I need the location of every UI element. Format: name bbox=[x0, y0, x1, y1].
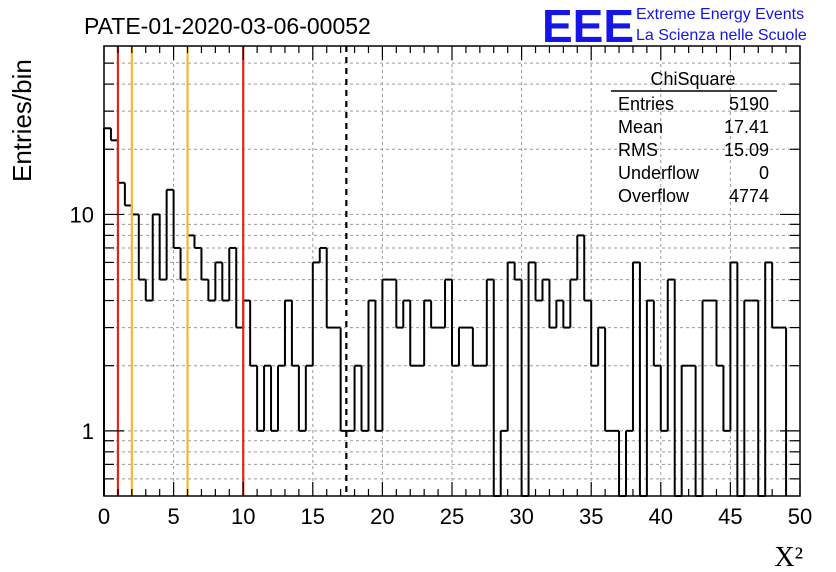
eee-logo: EEE Extreme Energy Events La Scienza nel… bbox=[542, 0, 807, 52]
x-tick-label: 0 bbox=[98, 504, 110, 529]
x-tick-label: 10 bbox=[231, 504, 255, 529]
x-tick-label: 50 bbox=[788, 504, 812, 529]
stats-value: 15.09 bbox=[724, 140, 769, 160]
x-tick-label: 45 bbox=[718, 504, 742, 529]
stats-value: 0 bbox=[759, 163, 769, 183]
stats-label: Overflow bbox=[618, 186, 690, 206]
chart-title: PATE-01-2020-03-06-00052 bbox=[84, 13, 371, 39]
y-tick-label: 10 bbox=[70, 202, 94, 227]
x-axis-title: X² bbox=[774, 542, 803, 572]
stats-header: ChiSquare bbox=[650, 69, 735, 89]
stats-value: 5190 bbox=[729, 94, 769, 114]
stats-label: Entries bbox=[618, 94, 674, 114]
x-tick-label: 5 bbox=[167, 504, 179, 529]
x-tick-label: 30 bbox=[509, 504, 533, 529]
y-axis-title: Entries/bin bbox=[7, 59, 37, 182]
axis-ticks bbox=[103, 46, 801, 496]
stats-label: RMS bbox=[618, 140, 658, 160]
logo-line-1: Extreme Energy Events bbox=[636, 6, 804, 23]
stats-value: 4774 bbox=[729, 186, 769, 206]
logo-mark: EEE bbox=[542, 0, 634, 52]
x-tick-label: 15 bbox=[301, 504, 325, 529]
stats-label: Underflow bbox=[618, 163, 700, 183]
x-tick-labels: 0 5 10 15 20 25 30 35 40 45 50 bbox=[98, 504, 812, 529]
x-tick-label: 35 bbox=[579, 504, 603, 529]
stats-box: ChiSquare Entries 5190 Mean 17.41 RMS 15.09 Un… bbox=[611, 69, 777, 206]
reference-lines bbox=[116, 46, 348, 496]
stats-label: Mean bbox=[618, 117, 663, 137]
x-tick-label: 20 bbox=[370, 504, 394, 529]
y-tick-label: 1 bbox=[82, 419, 94, 444]
logo-line-2: La Scienza nelle Scuole bbox=[636, 27, 807, 44]
x-tick-label: 40 bbox=[649, 504, 673, 529]
y-tick-labels: 1 10 bbox=[70, 202, 94, 443]
stats-value: 17.41 bbox=[724, 117, 769, 137]
x-tick-label: 25 bbox=[440, 504, 464, 529]
